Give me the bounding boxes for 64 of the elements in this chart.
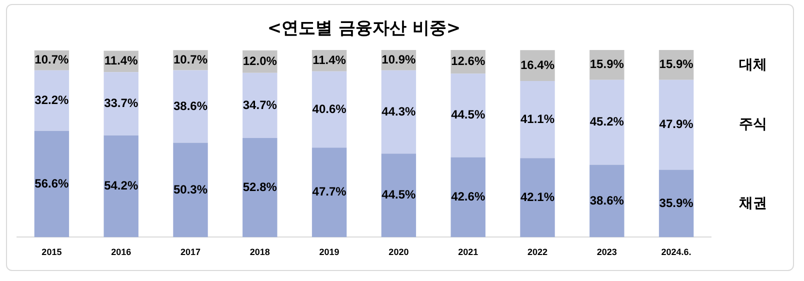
x-tick-label: 2018 (250, 247, 270, 258)
data-label: 10.9% (382, 52, 416, 67)
data-label: 10.7% (34, 52, 70, 67)
data-label: 38.6% (590, 193, 624, 208)
x-tick-label: 2020 (388, 247, 409, 258)
bar (312, 71, 347, 148)
data-label: 47.7% (312, 184, 347, 199)
text: 채권 (738, 194, 767, 210)
x-tick-label: 2017 (180, 247, 201, 258)
bar (34, 70, 70, 131)
data-label: 44.5% (382, 188, 416, 202)
text: 대체 (739, 56, 767, 72)
data-label: 54.2% (104, 178, 138, 193)
data-label: 52.8% (242, 180, 278, 194)
x-tick-label: 2015 (42, 247, 62, 258)
data-label: 42.6% (451, 190, 486, 204)
data-label: 40.6% (312, 102, 347, 116)
data-label: 44.3% (382, 104, 416, 118)
bar (658, 170, 694, 238)
data-label: 12.6% (451, 54, 486, 68)
bar (590, 80, 624, 165)
bar (450, 74, 486, 158)
bar (590, 164, 624, 238)
data-label: 34.7% (242, 98, 278, 112)
data-label: 38.6% (173, 98, 208, 113)
bar (520, 158, 555, 238)
bar (381, 70, 416, 154)
data-label: 45.2% (590, 114, 624, 129)
bar (450, 157, 486, 238)
data-label: 56.6% (34, 176, 70, 190)
data-label: 11.4% (104, 54, 138, 68)
bar (104, 135, 138, 238)
bar (520, 80, 555, 158)
bar (34, 130, 70, 238)
data-label: 15.9% (659, 57, 694, 72)
data-label: 10.7% (173, 52, 208, 67)
bar (242, 72, 278, 138)
data-label: 33.7% (104, 96, 138, 110)
x-tick-label: 2016 (111, 247, 132, 258)
data-label: 11.4% (312, 52, 346, 67)
x-tick-label: 2023 (596, 247, 617, 258)
data-label: 42.1% (520, 190, 555, 204)
x-tick-label: 2021 (458, 247, 478, 258)
data-label: 32.2% (34, 92, 70, 107)
text: 주식 (739, 116, 767, 132)
bar (658, 80, 694, 170)
data-label: 12.0% (242, 54, 278, 68)
x-tick-label: 2022 (527, 247, 548, 258)
bar (104, 72, 138, 136)
bar (381, 154, 416, 238)
x-tick-label: 2024.6. (661, 247, 692, 258)
data-label: 35.9% (659, 196, 694, 210)
data-label: 44.5% (451, 108, 486, 122)
bar (173, 70, 208, 143)
data-label: 16.4% (520, 58, 555, 72)
x-tick-label: 2019 (319, 247, 340, 258)
data-label: 47.9% (659, 117, 694, 132)
bar (173, 142, 208, 238)
data-label: 50.3% (173, 182, 208, 196)
data-label: 41.1% (520, 112, 555, 126)
data-label: 15.9% (590, 57, 624, 72)
bar (242, 138, 278, 238)
chart-title: <연도별 금융자산 비중> (267, 18, 461, 39)
bar (312, 148, 347, 238)
